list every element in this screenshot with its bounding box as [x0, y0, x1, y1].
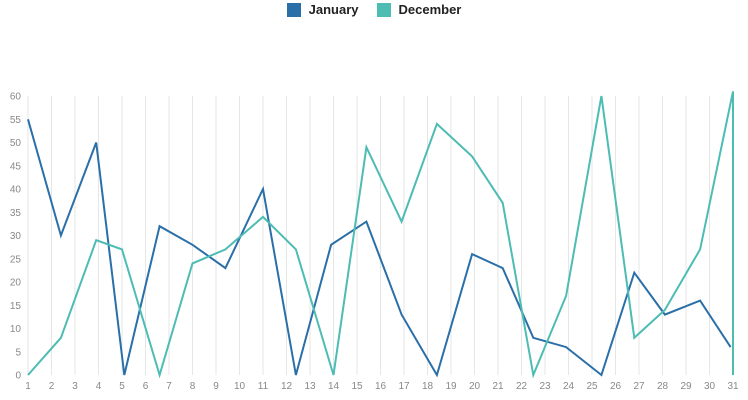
- x-tick-label: 20: [469, 381, 481, 392]
- x-axis-ticks: 1 2 3 4 5 6 7 8 9 10 11 12 13 14 15 16 17 18 19 20 21 22 23 24 2…: [25, 381, 739, 392]
- x-tick-label: 28: [657, 381, 669, 392]
- y-tick-label: 10: [10, 324, 22, 335]
- x-tick-label: 27: [633, 381, 645, 392]
- legend-swatch-december: [376, 2, 391, 17]
- legend-item-december[interactable]: December: [376, 2, 462, 17]
- y-tick-label: 35: [10, 208, 22, 219]
- legend-label-december: December: [398, 2, 462, 17]
- legend-swatch-january: [286, 2, 301, 17]
- x-tick-label: 10: [234, 381, 246, 392]
- y-tick-label: 15: [10, 301, 22, 312]
- x-tick-label: 2: [49, 381, 55, 392]
- x-tick-label: 8: [190, 381, 196, 392]
- y-tick-label: 55: [10, 115, 22, 126]
- x-tick-label: 11: [258, 381, 269, 392]
- x-tick-label: 26: [610, 381, 622, 392]
- y-tick-label: 20: [10, 278, 22, 289]
- y-tick-label: 60: [10, 92, 22, 103]
- x-tick-label: 14: [328, 381, 340, 392]
- x-tick-label: 22: [516, 381, 528, 392]
- x-tick-label: 16: [375, 381, 387, 392]
- y-tick-label: 50: [10, 138, 22, 149]
- y-tick-label: 0: [15, 371, 21, 382]
- x-tick-label: 15: [351, 381, 363, 392]
- x-tick-label: 5: [119, 381, 125, 392]
- y-axis-ticks: 0 5 10 15 20 25 30 35 40 45 50 55 60: [10, 92, 22, 382]
- y-tick-label: 40: [10, 185, 22, 196]
- x-tick-label: 1: [25, 381, 31, 392]
- legend: January December: [0, 2, 748, 17]
- x-tick-label: 17: [398, 381, 410, 392]
- x-tick-label: 3: [72, 381, 78, 392]
- y-tick-label: 30: [10, 231, 22, 242]
- x-tick-label: 6: [143, 381, 149, 392]
- series-line-january[interactable]: [27, 119, 732, 378]
- x-tick-label: 25: [586, 381, 598, 392]
- x-tick-label: 9: [213, 381, 219, 392]
- x-tick-label: 19: [445, 381, 457, 392]
- y-tick-label: 25: [10, 254, 22, 265]
- x-tick-label: 30: [704, 381, 716, 392]
- x-tick-label: 18: [422, 381, 434, 392]
- x-tick-label: 4: [96, 381, 102, 392]
- x-tick-label: 31: [727, 381, 739, 392]
- x-tick-label: 24: [563, 381, 575, 392]
- series-lines: [27, 91, 734, 379]
- x-tick-label: 21: [492, 381, 504, 392]
- series-line-december[interactable]: [27, 91, 734, 379]
- x-tick-label: 7: [166, 381, 172, 392]
- x-tick-label: 29: [680, 381, 692, 392]
- legend-label-january: January: [308, 2, 359, 17]
- legend-item-january[interactable]: January: [286, 2, 359, 17]
- x-tick-label: 13: [304, 381, 316, 392]
- x-tick-label: 12: [281, 381, 293, 392]
- y-tick-label: 45: [10, 161, 22, 172]
- x-tick-label: 23: [539, 381, 551, 392]
- y-tick-label: 5: [15, 347, 21, 358]
